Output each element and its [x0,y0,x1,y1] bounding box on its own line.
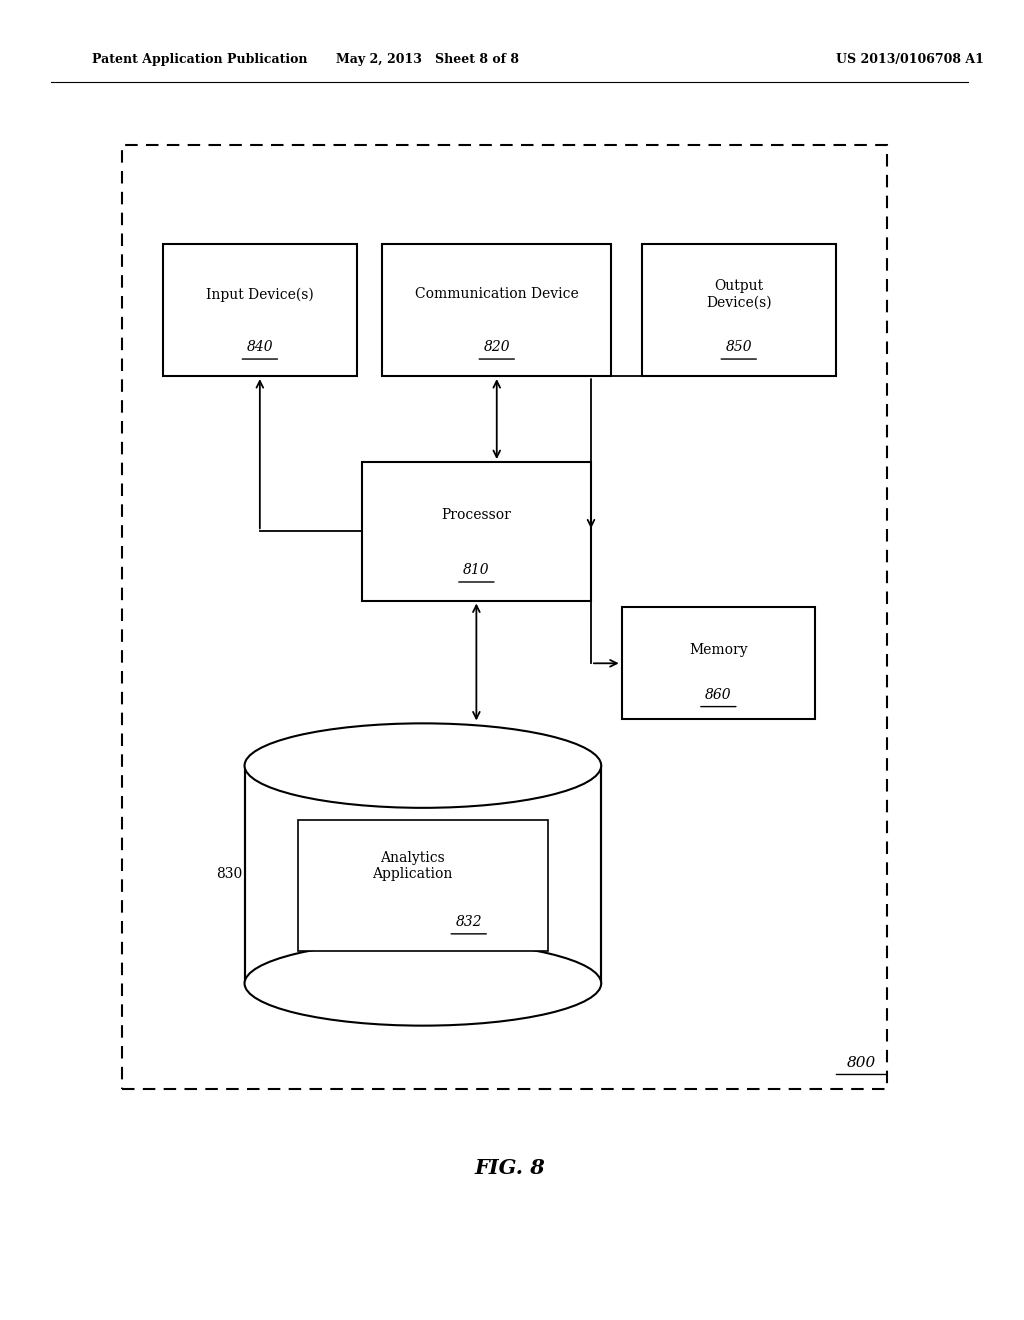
Text: Input Device(s): Input Device(s) [206,288,313,301]
Text: Patent Application Publication: Patent Application Publication [92,53,307,66]
FancyBboxPatch shape [122,145,887,1089]
Ellipse shape [245,723,601,808]
Text: 830: 830 [216,867,243,882]
Text: Communication Device: Communication Device [415,288,579,301]
Text: 832: 832 [456,915,482,929]
Text: 850: 850 [725,341,752,354]
Text: 860: 860 [706,688,732,702]
FancyBboxPatch shape [382,244,611,376]
Text: May 2, 2013   Sheet 8 of 8: May 2, 2013 Sheet 8 of 8 [337,53,519,66]
FancyBboxPatch shape [298,820,548,950]
Text: Memory: Memory [689,643,748,657]
Text: 810: 810 [463,564,489,577]
FancyBboxPatch shape [642,244,836,376]
Text: 820: 820 [483,341,510,354]
FancyBboxPatch shape [622,607,815,719]
FancyBboxPatch shape [361,462,591,601]
Text: 800: 800 [847,1056,876,1069]
Text: 840: 840 [247,341,273,354]
Ellipse shape [245,941,601,1026]
FancyBboxPatch shape [163,244,356,376]
Text: Analytics
Application: Analytics Application [373,850,453,880]
Text: FIG. 8: FIG. 8 [474,1158,545,1179]
FancyBboxPatch shape [245,766,601,983]
Text: Output
Device(s): Output Device(s) [706,280,771,309]
Text: Processor: Processor [441,508,511,521]
Text: US 2013/0106708 A1: US 2013/0106708 A1 [836,53,983,66]
